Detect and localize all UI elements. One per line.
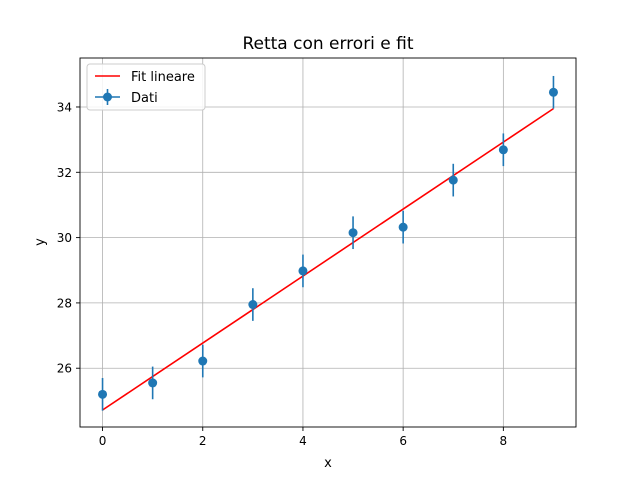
data-point — [298, 266, 308, 276]
fit-line — [102, 107, 554, 411]
data-point — [548, 87, 558, 97]
data-point — [348, 228, 358, 238]
x-tick-label: 6 — [399, 434, 407, 448]
x-tick-label: 4 — [299, 434, 307, 448]
data-point — [148, 378, 158, 388]
data-point — [198, 356, 208, 366]
x-tick-label: 8 — [500, 434, 508, 448]
chart-title: Retta con errori e fit — [242, 34, 413, 54]
data-point — [98, 389, 108, 399]
data-point — [398, 222, 408, 232]
plot-area — [98, 75, 558, 411]
data-point — [248, 300, 258, 310]
axes: 0 2 4 6 8 26 28 30 32 34 — [57, 57, 577, 448]
x-tick-label: 0 — [99, 434, 107, 448]
y-axis-label: y — [33, 238, 48, 246]
data-point — [498, 145, 508, 155]
grid — [80, 58, 576, 427]
x-axis-label: x — [324, 456, 332, 471]
legend-data-label: Dati — [131, 91, 158, 106]
y-tick-label: 30 — [57, 231, 72, 245]
y-tick-label: 26 — [57, 362, 72, 376]
legend-data-marker — [103, 92, 112, 102]
legend-fit-label: Fit lineare — [131, 70, 195, 85]
axes-frame — [79, 57, 577, 428]
y-tick-label: 28 — [57, 296, 72, 310]
legend: Fit lineare Dati — [86, 63, 206, 111]
data-point — [448, 175, 458, 185]
y-tick-label: 32 — [57, 166, 72, 180]
x-tick-label: 2 — [199, 434, 207, 448]
y-tick-label: 34 — [57, 100, 72, 114]
